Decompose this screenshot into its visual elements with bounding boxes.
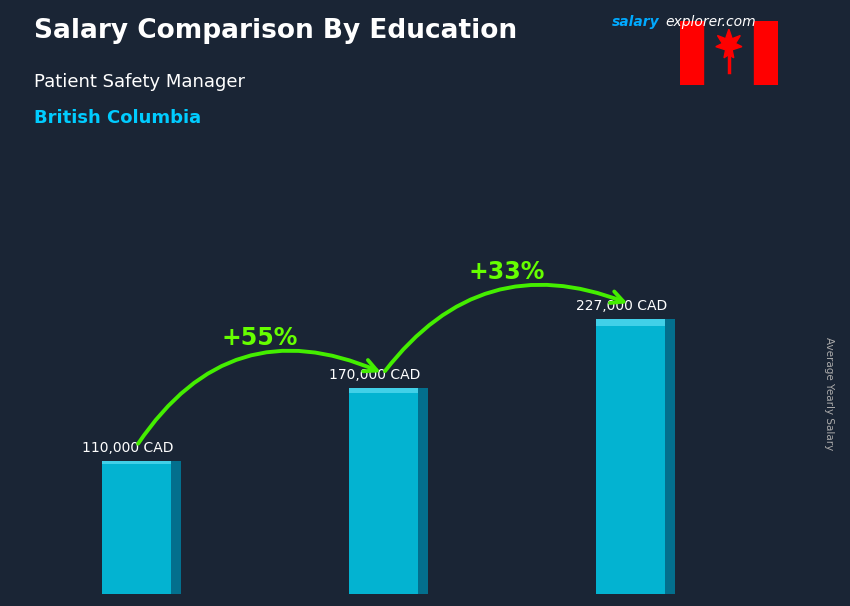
Bar — [754, 21, 778, 85]
Bar — [680, 21, 704, 85]
Bar — [596, 319, 665, 325]
Polygon shape — [716, 29, 742, 58]
Bar — [665, 319, 675, 594]
Text: +33%: +33% — [468, 259, 545, 284]
Text: +55%: +55% — [222, 326, 298, 350]
Bar — [171, 461, 181, 594]
Text: Salary Comparison By Education: Salary Comparison By Education — [34, 18, 517, 44]
Text: British Columbia: British Columbia — [34, 109, 201, 127]
Bar — [348, 388, 418, 393]
Text: 170,000 CAD: 170,000 CAD — [329, 368, 421, 382]
Text: explorer.com: explorer.com — [666, 15, 756, 29]
Text: salary: salary — [612, 15, 660, 29]
Bar — [348, 388, 418, 594]
Bar — [102, 461, 171, 464]
Text: Average Yearly Salary: Average Yearly Salary — [824, 338, 834, 450]
Text: 227,000 CAD: 227,000 CAD — [575, 299, 667, 313]
Text: Patient Safety Manager: Patient Safety Manager — [34, 73, 245, 91]
Bar — [102, 461, 171, 594]
Text: 110,000 CAD: 110,000 CAD — [82, 441, 173, 454]
Bar — [418, 388, 428, 594]
Bar — [596, 319, 665, 594]
